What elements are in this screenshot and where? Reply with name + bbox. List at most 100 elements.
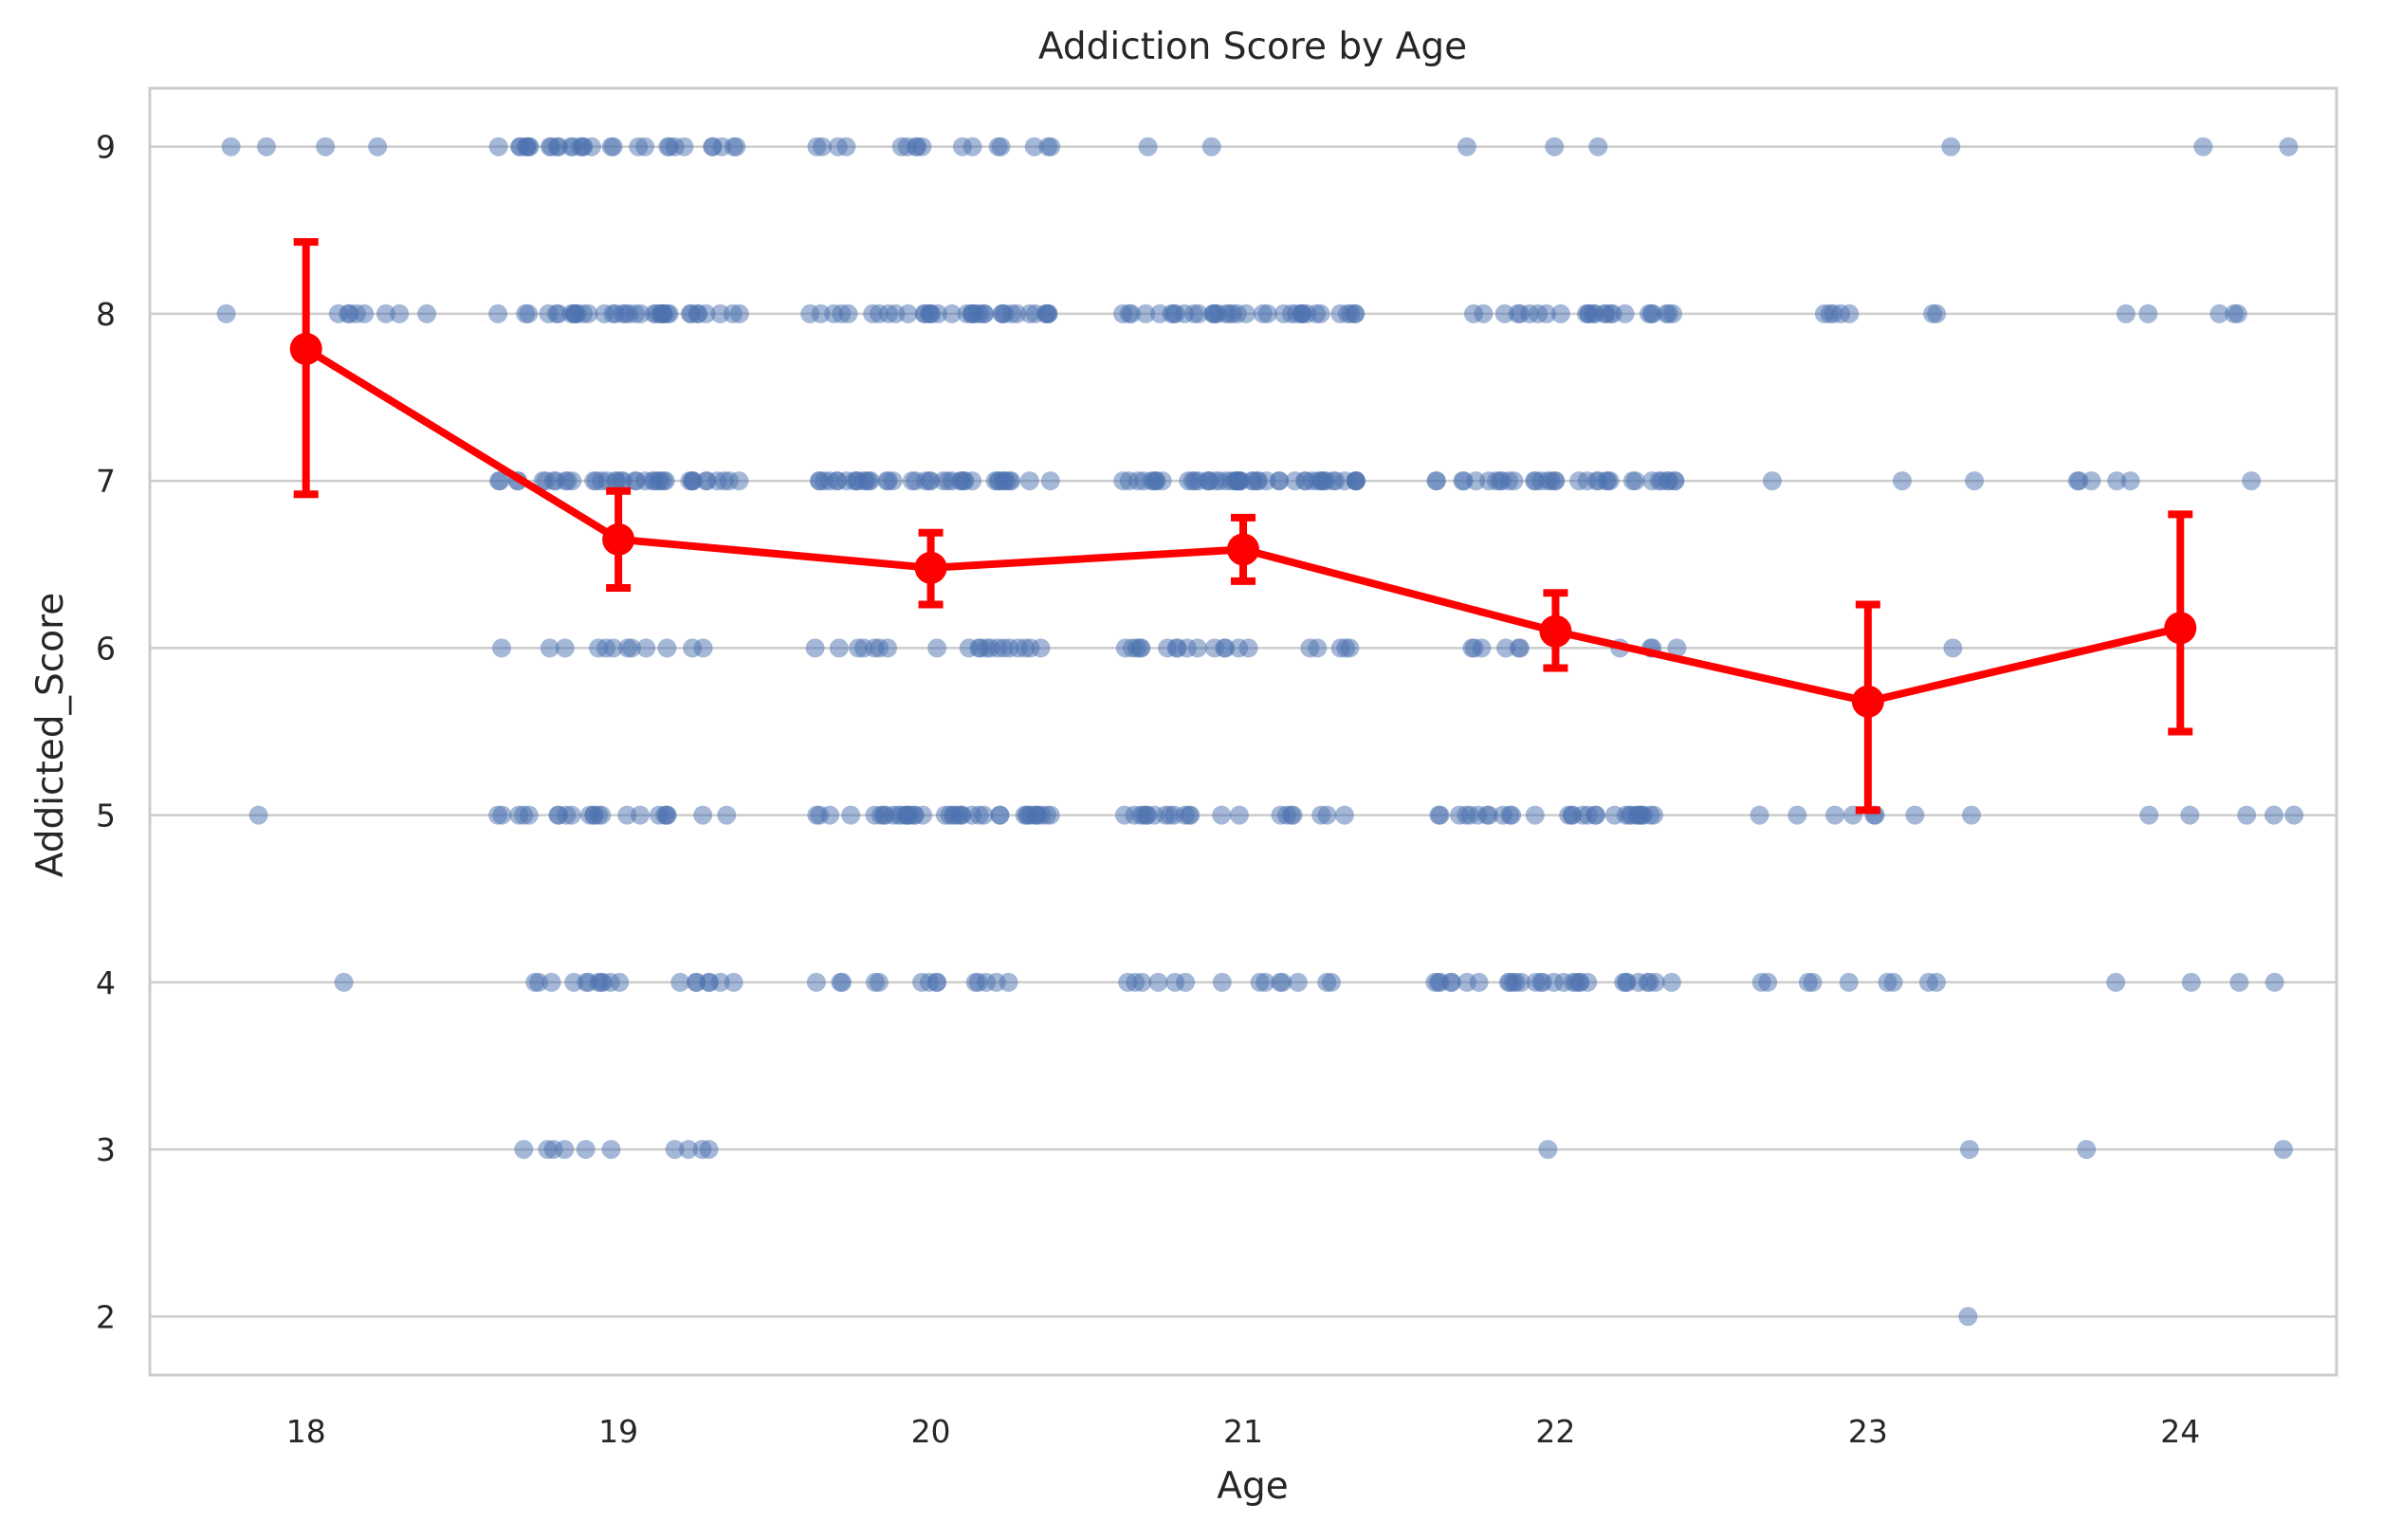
data-point [601,1140,621,1160]
y-tick-label: 3 [96,1131,116,1168]
x-tick-label: 24 [2160,1413,2200,1450]
data-point [1959,1140,1979,1160]
data-point [693,638,713,658]
data-point [1464,303,1483,323]
data-point [820,805,840,825]
data-point [724,137,743,156]
data-point [1588,137,1608,156]
mean-point [1227,533,1259,566]
mean-point [914,551,947,584]
mean-point [2164,612,2197,645]
data-point [1457,137,1476,156]
data-point [2227,303,2247,323]
data-point [555,638,575,658]
data-point [592,471,612,491]
data-point [1152,471,1172,491]
data-point [921,471,941,491]
data-point [2138,303,2158,323]
data-point [1292,303,1311,323]
data-point [1544,972,1564,992]
data-point [2209,303,2229,323]
y-tick-label: 2 [96,1298,116,1335]
data-point [2106,972,2126,992]
data-point [1113,471,1133,491]
data-point [1494,303,1514,323]
data-point [800,303,820,323]
data-point [692,1140,712,1160]
data-point [564,303,584,323]
data-point [665,1140,685,1160]
data-point [1313,471,1333,491]
data-point [1750,805,1769,825]
x-tick-label: 18 [286,1413,326,1450]
data-point [670,972,690,992]
data-point [562,471,582,491]
data-point [865,638,885,658]
data-point [1132,972,1152,992]
data-point [248,805,268,825]
plot-frame [148,86,2338,1377]
data-point [655,471,675,491]
data-point [1622,471,1642,491]
data-point [1250,972,1270,992]
data-point [841,805,861,825]
data-point [334,972,354,992]
data-point [965,972,985,992]
data-point [1237,303,1256,323]
data-point [1604,805,1624,825]
data-point [906,137,926,156]
y-tick-label: 5 [96,798,116,834]
data-point [935,805,955,825]
data-point [2264,972,2284,992]
data-point [806,972,826,992]
data-point [683,471,703,491]
data-point [1839,972,1859,992]
data-point [836,137,856,156]
data-point [1499,471,1519,491]
data-point [1216,638,1236,658]
data-point [1346,471,1366,491]
mean-point [289,332,322,365]
data-point [1212,972,1232,992]
data-point [2139,805,2159,825]
data-point [492,638,511,658]
x-tick-label: 19 [598,1413,638,1450]
data-point [1525,471,1544,491]
data-point [810,471,830,491]
data-point [927,638,947,658]
data-point [316,137,336,156]
data-point [2193,137,2213,156]
data-point [216,303,236,323]
data-point [636,638,656,658]
y-tick-label: 9 [96,129,116,166]
data-point [221,137,241,156]
data-point [1658,471,1677,491]
data-point [891,805,911,825]
data-point [596,638,615,658]
data-point [1603,303,1622,323]
data-point [1311,805,1331,825]
data-point [1256,471,1276,491]
data-point [679,1140,698,1160]
data-point [1573,805,1593,825]
strip-points [216,137,2304,1327]
data-point [1334,805,1354,825]
data-point [650,805,669,825]
data-point [1787,805,1807,825]
y-tick-label: 6 [96,630,116,667]
mean-point [1539,614,1572,648]
data-point [828,471,848,491]
data-point [902,471,922,491]
y-tick-label: 4 [96,964,116,1001]
data-point [617,805,637,825]
data-point [1024,137,1044,156]
data-point [2116,303,2136,323]
data-point [601,137,621,156]
data-point [1569,471,1589,491]
data-point [665,137,685,156]
data-point [1273,972,1292,992]
data-point [920,303,940,323]
data-point [1040,471,1060,491]
data-point [489,471,508,491]
